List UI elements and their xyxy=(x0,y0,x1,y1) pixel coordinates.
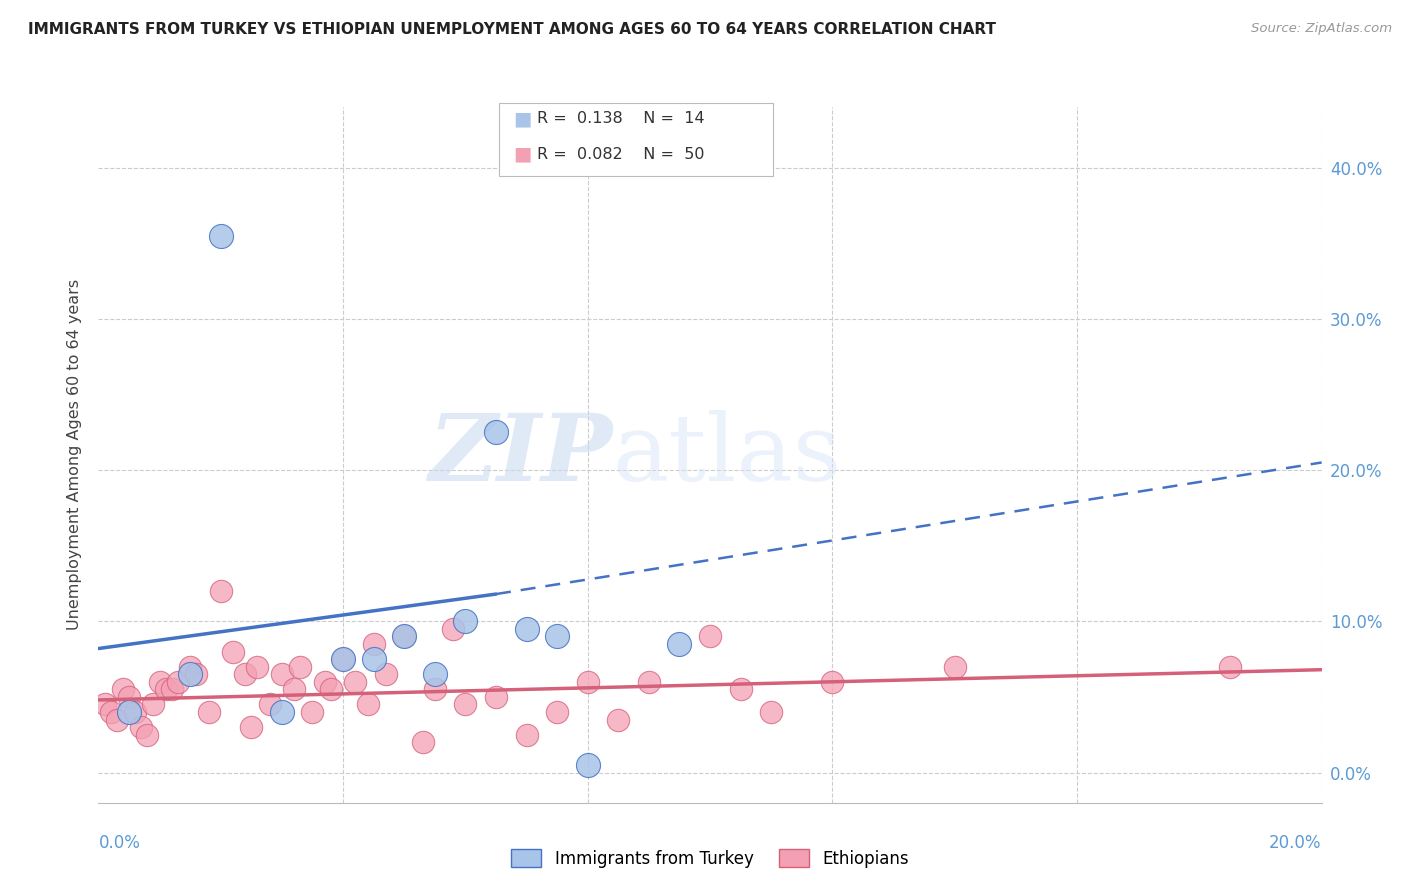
Point xyxy=(179,659,201,673)
Point xyxy=(314,674,336,689)
Point xyxy=(392,629,416,643)
Point xyxy=(197,705,219,719)
Point xyxy=(441,622,464,636)
Text: R =  0.138    N =  14: R = 0.138 N = 14 xyxy=(537,112,704,126)
Text: ■: ■ xyxy=(513,109,531,128)
Text: atlas: atlas xyxy=(612,410,841,500)
Point xyxy=(100,705,122,719)
Point xyxy=(186,667,208,681)
Point xyxy=(270,667,292,681)
Point xyxy=(209,228,232,243)
Text: 20.0%: 20.0% xyxy=(1270,834,1322,852)
Point xyxy=(699,629,721,643)
Point xyxy=(149,674,172,689)
Text: R =  0.082    N =  50: R = 0.082 N = 50 xyxy=(537,147,704,161)
Point xyxy=(546,705,568,719)
Point xyxy=(301,705,323,719)
Point xyxy=(943,659,966,673)
Point xyxy=(246,659,269,673)
Point xyxy=(412,735,434,749)
Point xyxy=(363,637,385,651)
Point xyxy=(730,682,752,697)
Point xyxy=(222,644,245,658)
Point xyxy=(485,690,508,704)
Point xyxy=(111,682,134,697)
Point xyxy=(179,667,201,681)
Y-axis label: Unemployment Among Ages 60 to 64 years: Unemployment Among Ages 60 to 64 years xyxy=(67,279,83,631)
Point xyxy=(160,682,183,697)
Point xyxy=(233,667,256,681)
Point xyxy=(546,629,568,643)
Point xyxy=(1219,659,1241,673)
Point xyxy=(344,674,367,689)
Point xyxy=(240,720,263,734)
Point xyxy=(454,698,477,712)
Point xyxy=(607,713,630,727)
Text: ■: ■ xyxy=(513,145,531,164)
Point xyxy=(105,713,128,727)
Point xyxy=(454,615,477,629)
Point xyxy=(374,667,396,681)
Point xyxy=(759,705,782,719)
Point xyxy=(259,698,281,712)
Point xyxy=(270,705,292,719)
Point xyxy=(124,705,146,719)
Text: Source: ZipAtlas.com: Source: ZipAtlas.com xyxy=(1251,22,1392,36)
Point xyxy=(392,629,416,643)
Text: ZIP: ZIP xyxy=(427,410,612,500)
Point xyxy=(283,682,305,697)
Point xyxy=(485,425,508,440)
Point xyxy=(356,698,378,712)
Point xyxy=(821,674,844,689)
Point xyxy=(136,728,159,742)
Point xyxy=(576,758,599,772)
Point xyxy=(332,652,354,666)
Point xyxy=(319,682,342,697)
Legend: Immigrants from Turkey, Ethiopians: Immigrants from Turkey, Ethiopians xyxy=(505,842,915,874)
Point xyxy=(637,674,661,689)
Point xyxy=(332,652,354,666)
Point xyxy=(363,652,385,666)
Point xyxy=(423,682,446,697)
Point xyxy=(516,622,538,636)
Point xyxy=(516,728,538,742)
Text: IMMIGRANTS FROM TURKEY VS ETHIOPIAN UNEMPLOYMENT AMONG AGES 60 TO 64 YEARS CORRE: IMMIGRANTS FROM TURKEY VS ETHIOPIAN UNEM… xyxy=(28,22,995,37)
Point xyxy=(155,682,177,697)
Point xyxy=(93,698,115,712)
Point xyxy=(118,705,141,719)
Point xyxy=(167,674,190,689)
Point xyxy=(209,584,232,599)
Point xyxy=(142,698,165,712)
Point xyxy=(423,667,446,681)
Text: 0.0%: 0.0% xyxy=(98,834,141,852)
Point xyxy=(668,637,690,651)
Point xyxy=(118,690,141,704)
Point xyxy=(129,720,152,734)
Point xyxy=(576,674,599,689)
Point xyxy=(290,659,312,673)
